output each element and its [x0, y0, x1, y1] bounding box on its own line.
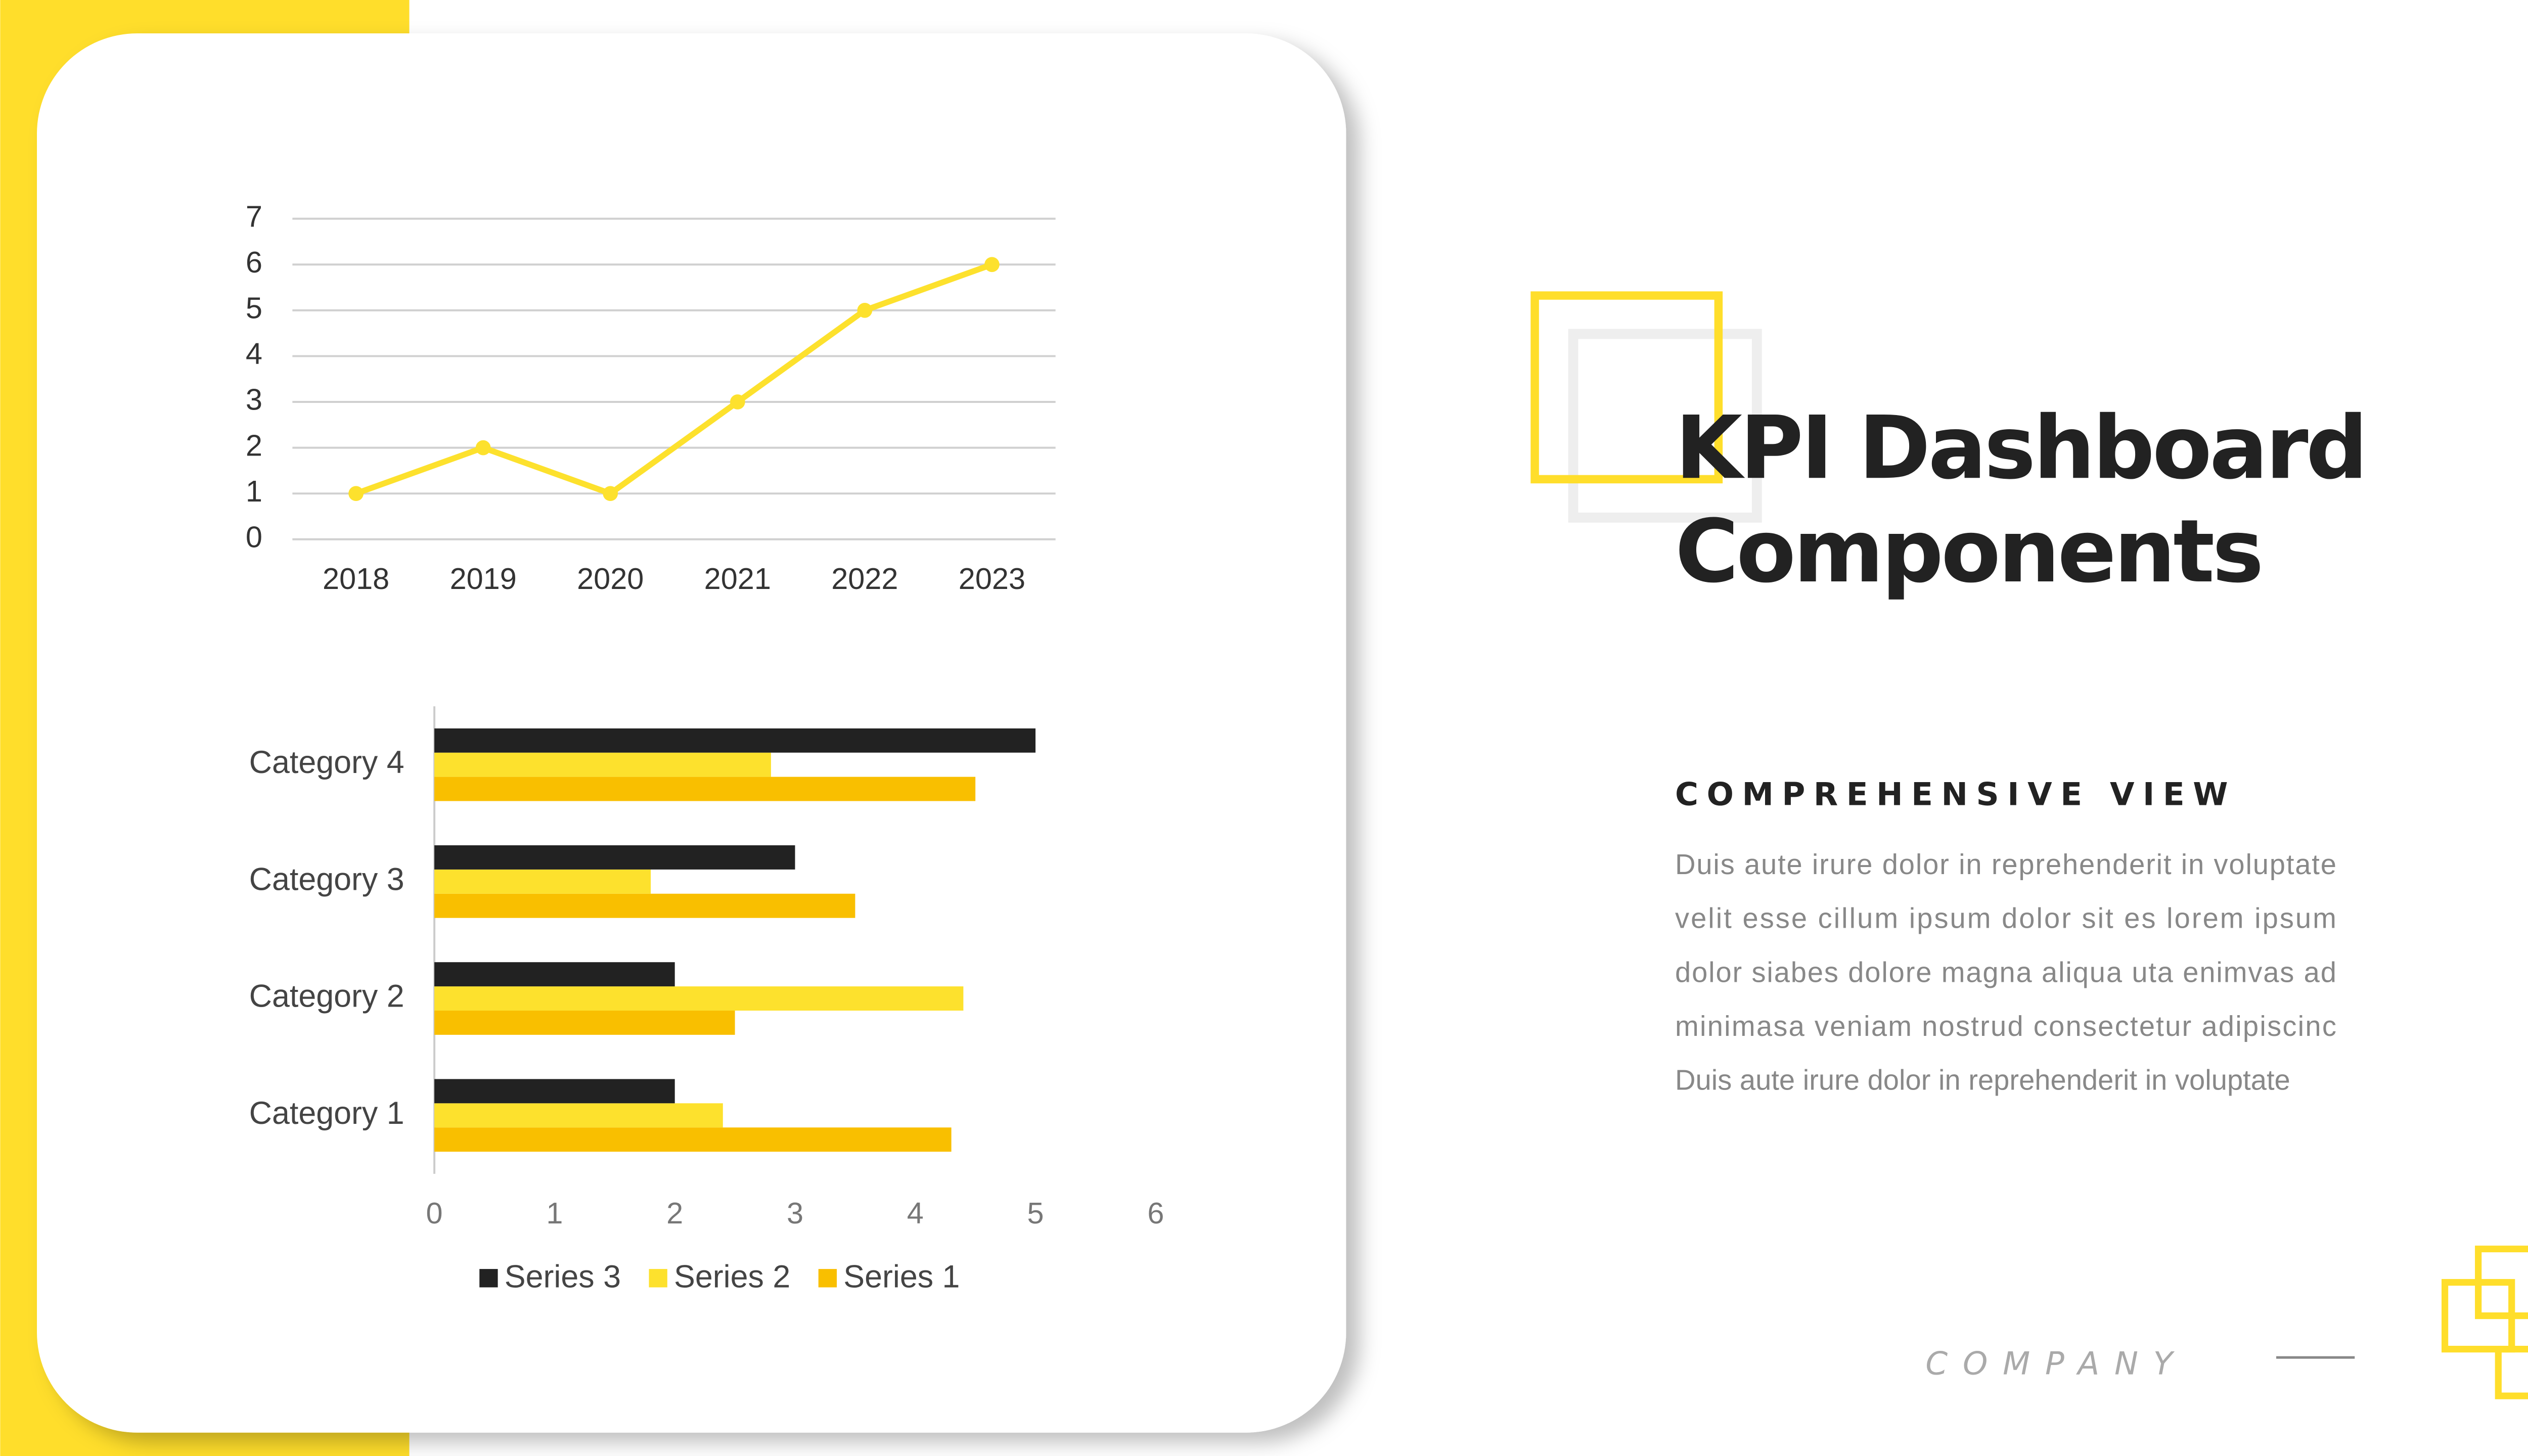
x-tick-label: 2022 — [831, 562, 898, 596]
y-tick-label: 0 — [246, 520, 262, 554]
legend-swatch — [818, 1269, 837, 1288]
y-tick-label: 7 — [246, 199, 262, 233]
bar — [434, 728, 1036, 753]
legend-swatch — [479, 1269, 498, 1288]
y-tick-label: Category 1 — [249, 1096, 404, 1131]
x-tick-label: 2023 — [959, 562, 1025, 596]
y-tick-label: 4 — [246, 337, 262, 371]
x-tick-label: 2019 — [450, 562, 517, 596]
point — [475, 440, 491, 456]
body-line: Duis aute irure dolor in reprehenderit i… — [1675, 1064, 2290, 1096]
point — [857, 302, 873, 318]
footer: COMPANY — [1925, 1345, 2187, 1382]
bar — [434, 1010, 735, 1035]
y-tick-label: 5 — [246, 291, 262, 325]
corner-decor — [2441, 1245, 2528, 1399]
y-tick-label: 1 — [246, 474, 262, 508]
bar — [434, 1079, 675, 1104]
x-tick-label: 2021 — [704, 562, 771, 596]
legend-swatch — [649, 1269, 667, 1288]
x-tick-label: 0 — [426, 1196, 443, 1230]
x-tick-label: 4 — [907, 1196, 924, 1230]
bar — [434, 1103, 723, 1128]
title: KPI Dashboard — [1675, 397, 2366, 498]
body-line: velit esse cillum ipsum dolor sit es lor… — [1675, 902, 2336, 934]
bar — [434, 1127, 952, 1152]
bar — [434, 893, 855, 918]
legend-label: Series 3 — [505, 1259, 621, 1294]
y-tick-label: 3 — [246, 383, 262, 417]
legend-label: Series 1 — [843, 1259, 960, 1294]
bar — [434, 777, 976, 801]
y-tick-label: Category 2 — [249, 979, 404, 1014]
x-tick-label: 6 — [1147, 1196, 1164, 1230]
y-tick-label: 2 — [246, 428, 262, 462]
body-line: Duis aute irure dolor in reprehenderit i… — [1675, 848, 2336, 880]
decor-square — [1568, 329, 1762, 523]
x-tick-label: 5 — [1027, 1196, 1044, 1230]
bar — [434, 986, 964, 1011]
point — [603, 486, 618, 502]
charts: 0 1 2 3 4 5 6 7 2018 2019 2020 2021 2022 2023 0 1 2 3 4 5 6 C… — [246, 199, 1164, 1294]
y-tick-label: Category 4 — [249, 745, 404, 780]
x-tick-label: 2 — [666, 1196, 683, 1230]
y-tick-label: Category 3 — [249, 861, 404, 897]
body-line: dolor siabes dolore magna aliqua uta eni… — [1675, 956, 2336, 988]
point — [348, 486, 364, 502]
x-tick-label: 3 — [787, 1196, 803, 1230]
body-line: minimasa veniam nostrud consectetur adip… — [1675, 1010, 2336, 1042]
line — [355, 261, 993, 497]
title: Components — [1675, 501, 2262, 602]
x-tick-label: 2018 — [323, 562, 389, 596]
legend-label: Series 2 — [674, 1259, 790, 1294]
x-tick-label: 2020 — [577, 562, 644, 596]
bar — [434, 962, 675, 987]
point — [984, 257, 1000, 272]
bar — [434, 845, 795, 870]
bar — [434, 752, 771, 777]
bar — [434, 869, 651, 894]
y-tick-label: 6 — [246, 245, 262, 279]
decor-square — [1530, 291, 1723, 484]
subtitle: COMPREHENSIVE VIEW — [1675, 776, 2236, 812]
body-text: Duis aute irure dolor in reprehenderit i… — [1675, 848, 2336, 1096]
point — [730, 394, 745, 410]
x-tick-label: 1 — [546, 1196, 563, 1230]
